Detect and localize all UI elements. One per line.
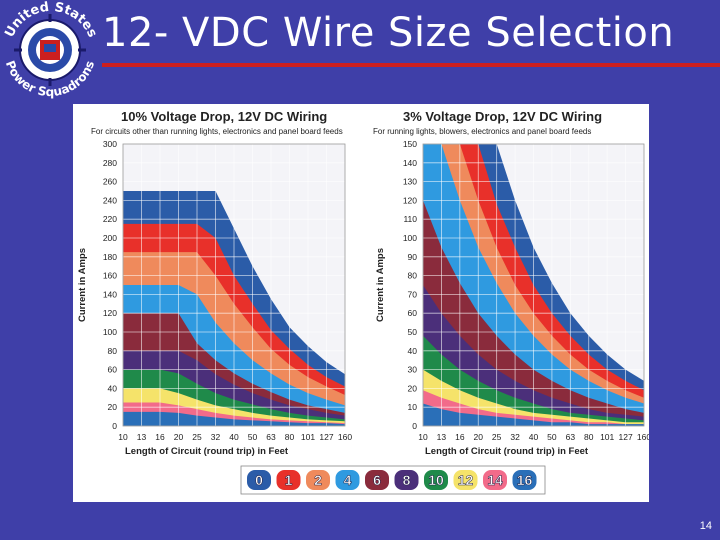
- x-tick-label: 13: [437, 432, 447, 442]
- x-tick-label: 40: [229, 432, 239, 442]
- y-tick-label: 60: [108, 365, 118, 375]
- x-tick-label: 80: [584, 432, 594, 442]
- y-tick-label: 140: [103, 289, 117, 299]
- x-tick-label: 50: [248, 432, 258, 442]
- chart-panel: 10% Voltage Drop, 12V DC Wiring For circu…: [73, 104, 649, 502]
- x-tick-label: 160: [637, 432, 649, 442]
- plot-border: [122, 143, 346, 427]
- x-axis-label: Length of Circuit (round trip) in Feet: [125, 446, 289, 457]
- x-tick-label: 16: [455, 432, 465, 442]
- legend-swatch-gauge-0: [247, 470, 271, 490]
- x-tick-label: 13: [137, 432, 147, 442]
- legend-label-gauge-14: 14: [487, 472, 503, 488]
- legend-label-gauge-2: 2: [314, 472, 322, 488]
- legend-label-gauge-6: 6: [373, 472, 381, 488]
- x-tick-label: 50: [547, 432, 557, 442]
- y-tick-label: 300: [103, 139, 117, 149]
- y-tick-label: 150: [403, 139, 417, 149]
- y-tick-label: 140: [403, 158, 417, 168]
- y-tick-label: 100: [103, 327, 117, 337]
- legend-swatch-gauge-4: [335, 470, 360, 490]
- chart-title: 3% Voltage Drop, 12V DC Wiring: [403, 109, 602, 124]
- chart-2: 3% Voltage Drop, 12V DC Wiring For runnin…: [373, 109, 649, 457]
- legend-label-gauge-4: 4: [344, 472, 352, 488]
- legend-swatch-gauge-8: [394, 470, 419, 490]
- y-tick-label: 20: [408, 383, 418, 393]
- legend-swatch-gauge-14: [483, 470, 507, 490]
- y-tick-label: 120: [403, 195, 417, 205]
- y-tick-label: 60: [408, 308, 418, 318]
- chart-1: 10% Voltage Drop, 12V DC Wiring For circu…: [77, 109, 352, 457]
- x-tick-label: 25: [492, 432, 502, 442]
- y-tick-label: 80: [408, 271, 418, 281]
- y-tick-label: 90: [408, 252, 418, 262]
- chart-subtitle: For circuits other than running lights, …: [91, 127, 343, 136]
- x-tick-label: 20: [474, 432, 484, 442]
- legend-label-gauge-1: 1: [285, 472, 293, 488]
- y-tick-label: 110: [403, 214, 417, 224]
- gauge-legend: 0 1 2 4 6 8 10 12 14 16: [240, 465, 546, 495]
- legend-label-gauge-10: 10: [428, 472, 444, 488]
- y-tick-label: 180: [103, 252, 117, 262]
- x-axis-label: Length of Circuit (round trip) in Feet: [425, 446, 589, 457]
- wire-size-charts: 10% Voltage Drop, 12V DC Wiring For circu…: [77, 109, 649, 495]
- power-squadron-logo: United States Power Squadrons: [2, 0, 100, 99]
- legend-label-gauge-16: 16: [517, 472, 533, 488]
- x-tick-label: 10: [118, 432, 128, 442]
- y-tick-label: 80: [108, 346, 118, 356]
- x-tick-label: 160: [338, 432, 352, 442]
- legend-label-gauge-8: 8: [403, 472, 411, 488]
- y-tick-label: 40: [108, 383, 118, 393]
- x-tick-label: 63: [266, 432, 276, 442]
- y-tick-label: 30: [408, 365, 418, 375]
- y-tick-label: 120: [103, 308, 117, 318]
- y-tick-label: 50: [408, 327, 418, 337]
- slide-title: 12- VDC Wire Size Selection: [102, 10, 675, 56]
- y-tick-label: 280: [103, 158, 117, 168]
- chart-title: 10% Voltage Drop, 12V DC Wiring: [121, 109, 327, 124]
- x-tick-label: 20: [174, 432, 184, 442]
- x-tick-label: 32: [510, 432, 520, 442]
- y-tick-label: 10: [408, 402, 418, 412]
- chart-subtitle: For running lights, blowers, electronics…: [373, 127, 591, 136]
- y-tick-label: 260: [103, 177, 117, 187]
- page-number: 14: [699, 520, 712, 532]
- x-tick-label: 10: [418, 432, 428, 442]
- x-tick-label: 80: [285, 432, 295, 442]
- y-tick-label: 40: [408, 346, 418, 356]
- y-tick-label: 200: [103, 233, 117, 243]
- legend-swatch-gauge-16: [512, 470, 537, 490]
- x-tick-label: 40: [529, 432, 539, 442]
- x-tick-label: 25: [192, 432, 202, 442]
- y-tick-label: 0: [412, 421, 417, 431]
- plot-border: [422, 143, 645, 427]
- x-tick-label: 63: [566, 432, 576, 442]
- y-tick-label: 20: [108, 402, 118, 412]
- x-tick-label: 32: [211, 432, 221, 442]
- y-axis-label: Current in Amps: [77, 248, 88, 322]
- legend-swatch-gauge-12: [453, 470, 478, 490]
- x-tick-label: 127: [618, 432, 632, 442]
- legend-swatch-gauge-2: [306, 470, 330, 490]
- legend-swatch-gauge-10: [424, 470, 448, 490]
- x-tick-label: 101: [600, 432, 614, 442]
- y-tick-label: 130: [403, 177, 417, 187]
- y-tick-label: 240: [103, 195, 117, 205]
- legend-swatch-gauge-1: [276, 470, 301, 490]
- y-axis-label: Current in Amps: [375, 248, 386, 322]
- legend-label-gauge-12: 12: [458, 472, 474, 488]
- y-tick-label: 220: [103, 214, 117, 224]
- x-tick-label: 127: [319, 432, 333, 442]
- legend-swatch-gauge-6: [365, 470, 389, 490]
- x-tick-label: 16: [155, 432, 165, 442]
- y-tick-label: 70: [408, 289, 418, 299]
- y-tick-label: 100: [403, 233, 417, 243]
- y-tick-label: 160: [103, 271, 117, 281]
- title-rule: [102, 63, 720, 67]
- x-tick-label: 101: [301, 432, 315, 442]
- legend-label-gauge-0: 0: [255, 472, 263, 488]
- y-tick-label: 0: [112, 421, 117, 431]
